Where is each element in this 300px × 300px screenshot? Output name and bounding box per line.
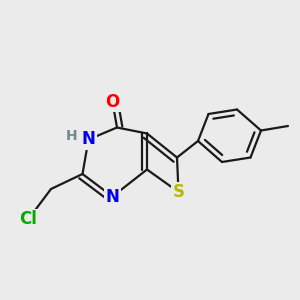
Text: N: N [82,130,95,148]
Text: N: N [106,188,119,206]
Text: O: O [105,93,120,111]
Text: S: S [172,183,184,201]
Text: H: H [66,130,78,143]
Text: Cl: Cl [20,210,38,228]
